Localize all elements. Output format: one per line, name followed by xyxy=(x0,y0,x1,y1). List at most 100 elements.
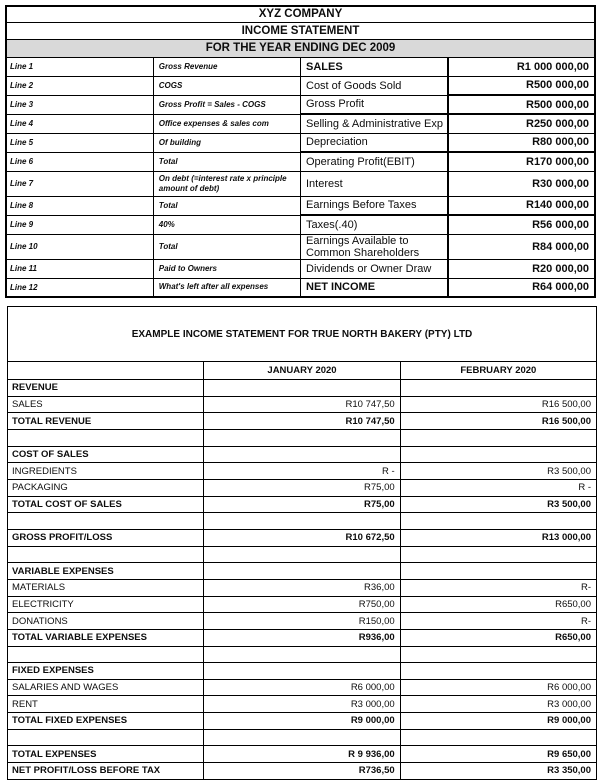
january-value: R36,00 xyxy=(203,578,401,597)
line-item: Dividends or Owner Draw xyxy=(299,258,449,279)
line-item: Operating Profit(EBIT) xyxy=(299,151,449,172)
line-number: Line 7 xyxy=(5,170,154,197)
february-value: R3 000,00 xyxy=(399,695,598,714)
line-item: Cost of Goods Sold xyxy=(299,75,449,96)
february-value xyxy=(399,728,598,747)
line-amount: R20 000,00 xyxy=(446,258,596,279)
row-label: SALARIES AND WAGES xyxy=(6,678,205,697)
january-value: R75,00 xyxy=(203,478,401,497)
company-name: XYZ COMPANY xyxy=(5,5,596,23)
row-label: TOTAL FIXED EXPENSES xyxy=(6,712,205,730)
january-value: R936,00 xyxy=(203,628,401,647)
line-note: Total xyxy=(152,195,302,216)
january-value xyxy=(203,379,401,397)
bakery-row: INGREDIENTS R - R3 500,00 xyxy=(6,462,598,480)
february-column-header: FEBRUARY 2020 xyxy=(399,361,598,380)
january-value: R750,00 xyxy=(203,595,401,614)
bakery-row: DONATIONS R150,00 R- xyxy=(6,612,598,630)
february-value xyxy=(399,512,598,530)
line-note: What's left after all expenses xyxy=(152,277,302,298)
january-column-header: JANUARY 2020 xyxy=(203,361,401,380)
bakery-row: ELECTRICITY R750,00 R650,00 xyxy=(6,595,598,614)
line-item: Selling & Administrative Exp xyxy=(299,113,449,134)
bakery-title: EXAMPLE INCOME STATEMENT FOR TRUE NORTH … xyxy=(7,306,597,362)
february-value: R3 500,00 xyxy=(399,462,598,480)
january-value xyxy=(203,562,401,580)
line-number: Line 4 xyxy=(5,113,154,134)
line-amount: R500 000,00 xyxy=(446,94,596,115)
statement-type: INCOME STATEMENT xyxy=(5,21,596,40)
january-value xyxy=(203,662,401,680)
february-value xyxy=(399,662,598,680)
bakery-row: TOTAL VARIABLE EXPENSES R936,00 R650,00 xyxy=(6,628,598,647)
bakery-row: TOTAL EXPENSES R 9 936,00 R9 650,00 xyxy=(6,745,598,764)
row-label: GROSS PROFIT/LOSS xyxy=(6,528,205,547)
bakery-row: GROSS PROFIT/LOSS R10 672,50 R13 000,00 xyxy=(6,528,598,547)
january-value: R10 747,50 xyxy=(203,412,401,430)
line-number: Line 2 xyxy=(5,75,154,96)
line-item: SALES xyxy=(299,56,449,77)
label-column-header xyxy=(6,361,205,380)
line-number: Line 9 xyxy=(5,214,154,235)
statement-row: Line 1 Gross Revenue SALES R1 000 000,00 xyxy=(5,56,596,77)
line-item: Depreciation xyxy=(299,132,449,153)
line-note: Paid to Owners xyxy=(152,258,302,279)
january-value: R9 000,00 xyxy=(203,712,401,730)
february-value: R3 350,00 xyxy=(399,762,598,780)
line-amount: R80 000,00 xyxy=(446,132,596,153)
row-label: COST OF SALES xyxy=(6,445,205,464)
row-label: DONATIONS xyxy=(6,612,205,630)
line-item: Earnings Available to Common Shareholder… xyxy=(299,233,449,260)
february-value: R- xyxy=(399,578,598,597)
statement-row: Line 4 Office expenses & sales com Selling… xyxy=(5,113,596,134)
line-number: Line 8 xyxy=(5,195,154,216)
row-label: SALES xyxy=(6,395,205,414)
statement-period: FOR THE YEAR ENDING DEC 2009 xyxy=(5,38,596,58)
line-amount: R30 000,00 xyxy=(446,170,596,197)
january-value xyxy=(203,445,401,464)
bakery-row: MATERIALS R36,00 R- xyxy=(6,578,598,597)
statement-title-row: XYZ COMPANY xyxy=(5,5,596,23)
statement-row: Line 2 COGS Cost of Goods Sold R500 000,00 xyxy=(5,75,596,96)
february-value xyxy=(399,379,598,397)
bakery-row: COST OF SALES xyxy=(6,445,598,464)
bakery-spacer-row xyxy=(6,645,598,664)
line-item: Gross Profit xyxy=(299,94,449,115)
statement-row: Line 12 What's left after all expenses NET… xyxy=(5,277,596,298)
bakery-row: REVENUE xyxy=(6,379,598,397)
bakery-row: VARIABLE EXPENSES xyxy=(6,562,598,580)
income-statement-body: Line 1 Gross Revenue SALES R1 000 000,00 Lin… xyxy=(5,56,596,298)
line-number: Line 6 xyxy=(5,151,154,172)
line-number: Line 3 xyxy=(5,94,154,115)
line-amount: R1 000 000,00 xyxy=(446,56,596,77)
line-amount: R64 000,00 xyxy=(446,277,596,298)
line-number: Line 10 xyxy=(5,233,154,260)
line-amount: R500 000,00 xyxy=(446,75,596,96)
line-amount: R170 000,00 xyxy=(446,151,596,172)
january-value: R6 000,00 xyxy=(203,678,401,697)
line-number: Line 12 xyxy=(5,277,154,298)
statement-row: Line 11 Paid to Owners Dividends or Owner … xyxy=(5,258,596,279)
bakery-statement-body: REVENUE SALES R10 747,50 R16 500,00 TOTAL RE… xyxy=(6,379,598,780)
february-value: R16 500,00 xyxy=(399,412,598,430)
row-label: TOTAL REVENUE xyxy=(6,412,205,430)
bakery-row: TOTAL REVENUE R10 747,50 R16 500,00 xyxy=(6,412,598,430)
february-value: R- xyxy=(399,612,598,630)
february-value xyxy=(399,428,598,447)
january-value: R10 672,50 xyxy=(203,528,401,547)
line-number: Line 1 xyxy=(5,56,154,77)
february-value: R9 650,00 xyxy=(399,745,598,764)
bakery-row: RENT R3 000,00 R3 000,00 xyxy=(6,695,598,714)
line-note: On debt (=interest rate x principle amou… xyxy=(152,170,302,197)
line-note: Total xyxy=(152,233,302,260)
statement-row: Line 8 Total Earnings Before Taxes R140 000… xyxy=(5,195,596,216)
february-value xyxy=(399,645,598,664)
row-label xyxy=(6,645,205,664)
row-label: TOTAL VARIABLE EXPENSES xyxy=(6,628,205,647)
row-label xyxy=(6,428,205,447)
line-note: Total xyxy=(152,151,302,172)
statement-row: Line 6 Total Operating Profit(EBIT) R170 00… xyxy=(5,151,596,172)
row-label xyxy=(6,728,205,747)
xyz-income-statement-table: XYZ COMPANY INCOME STATEMENT FOR THE YEA… xyxy=(5,5,596,298)
